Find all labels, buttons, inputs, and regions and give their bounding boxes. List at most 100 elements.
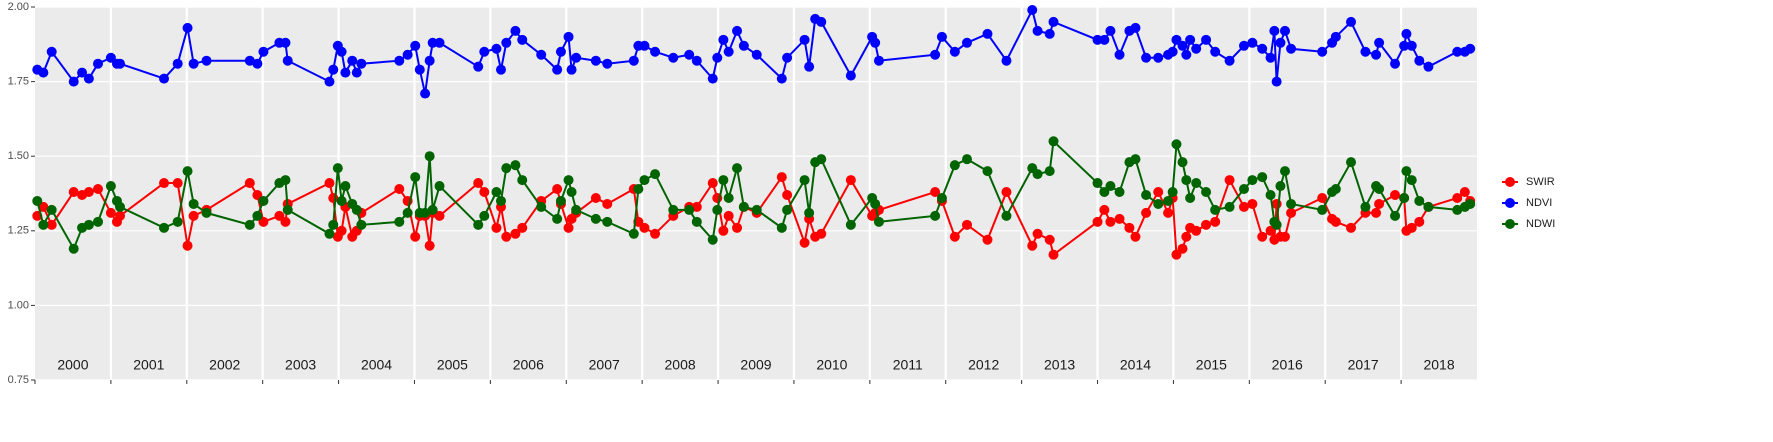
data-point	[870, 37, 881, 48]
data-point	[1257, 231, 1268, 242]
data-point	[244, 55, 255, 66]
data-point	[1279, 231, 1290, 242]
data-point	[816, 154, 827, 165]
data-point	[1374, 184, 1385, 195]
data-point	[1141, 207, 1152, 218]
data-point	[420, 88, 431, 99]
data-point	[1201, 34, 1212, 45]
data-point	[424, 151, 435, 162]
data-point	[1153, 198, 1164, 209]
x-tick-label: 2009	[740, 357, 771, 373]
data-point	[1032, 25, 1043, 36]
data-point	[258, 46, 269, 57]
data-point	[188, 210, 199, 221]
data-point	[1171, 139, 1182, 150]
data-point	[590, 55, 601, 66]
data-point	[244, 178, 255, 189]
data-point	[1452, 192, 1463, 203]
data-point	[571, 204, 582, 215]
data-point	[782, 189, 793, 200]
data-point	[495, 64, 506, 75]
data-point	[1001, 55, 1012, 66]
y-tick-label: 1.00	[8, 299, 29, 311]
data-point	[83, 219, 94, 230]
data-point	[536, 201, 547, 212]
data-point	[1048, 249, 1059, 260]
data-point	[930, 210, 941, 221]
data-point	[77, 67, 88, 78]
data-point	[188, 198, 199, 209]
data-point	[282, 204, 293, 215]
data-point	[1210, 46, 1221, 57]
data-point	[1257, 43, 1268, 54]
data-point	[115, 58, 126, 69]
data-point	[1360, 46, 1371, 57]
data-point	[172, 58, 183, 69]
data-point	[1459, 187, 1470, 198]
data-point	[68, 243, 79, 254]
data-point	[1390, 210, 1401, 221]
data-point	[83, 73, 94, 84]
data-point	[718, 34, 729, 45]
data-point	[491, 222, 502, 233]
x-tick-label: 2002	[209, 357, 240, 373]
data-point	[394, 55, 405, 66]
data-point	[351, 204, 362, 215]
data-point	[650, 46, 661, 57]
data-point	[105, 207, 116, 218]
data-point	[1001, 210, 1012, 221]
data-point	[1269, 25, 1280, 36]
data-point	[1167, 46, 1178, 57]
data-point	[172, 216, 183, 227]
data-point	[1271, 76, 1282, 87]
data-point	[707, 234, 718, 245]
data-point	[1406, 40, 1417, 51]
data-point	[280, 175, 291, 186]
data-point	[182, 240, 193, 251]
legend-marker	[1505, 198, 1515, 208]
data-point	[501, 163, 512, 174]
data-point	[402, 207, 413, 218]
data-point	[1390, 58, 1401, 69]
data-point	[280, 216, 291, 227]
data-point	[328, 64, 339, 75]
data-point	[1452, 46, 1463, 57]
data-point	[1239, 40, 1250, 51]
data-point	[982, 234, 993, 245]
data-point	[799, 175, 810, 186]
x-tick-label: 2013	[1044, 357, 1075, 373]
data-point	[1224, 201, 1235, 212]
data-point	[816, 228, 827, 239]
data-point	[336, 225, 347, 236]
data-point	[92, 216, 103, 227]
data-point	[1201, 187, 1212, 198]
data-point	[936, 31, 947, 42]
data-point	[182, 22, 193, 33]
data-point	[845, 70, 856, 81]
data-point	[1130, 22, 1141, 33]
data-point	[668, 204, 679, 215]
data-point	[563, 31, 574, 42]
data-point	[961, 219, 972, 230]
data-point	[356, 219, 367, 230]
data-point	[332, 163, 343, 174]
data-point	[1286, 207, 1297, 218]
data-point	[434, 210, 445, 221]
data-point	[684, 49, 695, 60]
data-point	[845, 219, 856, 230]
data-point	[1371, 207, 1382, 218]
y-tick-label: 0.75	[8, 374, 29, 386]
data-point	[351, 67, 362, 78]
data-point	[1465, 43, 1476, 54]
data-point	[930, 187, 941, 198]
data-point	[1257, 172, 1268, 183]
data-point	[1374, 198, 1385, 209]
data-point	[1317, 192, 1328, 203]
data-point	[1465, 198, 1476, 209]
x-tick-label: 2000	[57, 357, 88, 373]
x-tick-label: 2010	[816, 357, 847, 373]
data-point	[1346, 157, 1357, 168]
data-point	[1399, 40, 1410, 51]
legend-label: NDWI	[1526, 218, 1555, 230]
data-point	[982, 166, 993, 177]
